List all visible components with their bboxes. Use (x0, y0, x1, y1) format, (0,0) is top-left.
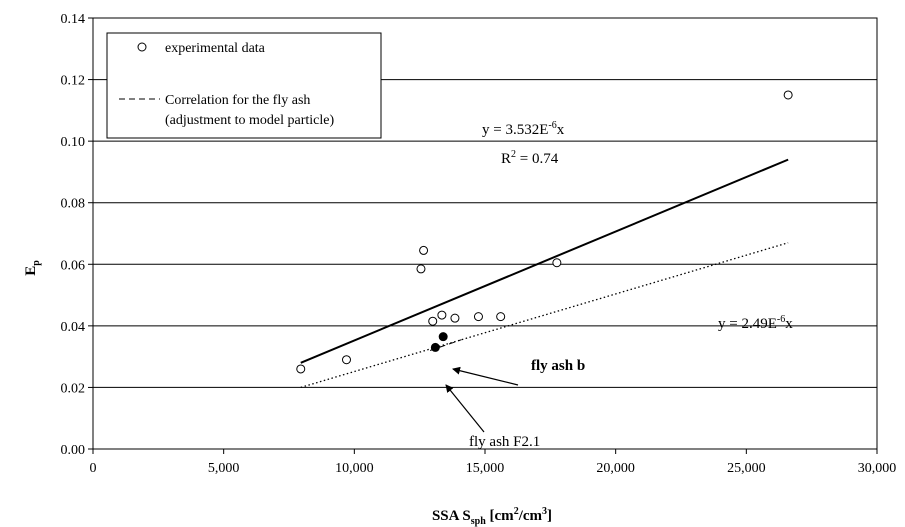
equation-dotted-fit-suffix: x (785, 316, 793, 332)
data-points (296, 90, 793, 374)
equation-dotted-fit-prefix: y = 2.49E (718, 316, 777, 332)
legend-label-correlation-line2: (adjustment to model particle) (165, 113, 334, 128)
data-point-open (450, 313, 460, 323)
y-tick-label: 0.14 (61, 12, 86, 27)
legend-label-correlation-line1: Correlation for the fly ash (165, 93, 310, 108)
trend-lines (300, 158, 789, 389)
data-point-open (473, 312, 483, 322)
legend-box (106, 32, 382, 139)
equation-solid-fit-prefix: y = 3.532E (482, 122, 548, 138)
y-axis-label: Ep (23, 260, 42, 276)
data-point-filled (430, 342, 440, 352)
data-point-open (296, 364, 306, 374)
equation-dotted-fit: y = 2.49E-6x (718, 314, 793, 332)
x-axis-label-sub: sph (471, 516, 486, 527)
x-tick-label: 30,000 (858, 461, 897, 476)
trend-line-solid (300, 158, 789, 364)
x-axis-label-main: SSA S (432, 508, 471, 524)
x-axis-label-slash: /cm (518, 508, 543, 524)
equation-solid-fit-exponent: -6 (548, 120, 556, 131)
x-axis-label-unit: [cm (486, 508, 514, 524)
r-squared-prefix: R (501, 151, 511, 167)
data-point-open (419, 245, 429, 255)
legend-label-experimental: experimental data (165, 41, 266, 56)
x-tick-label: 15,000 (466, 461, 505, 476)
r-squared-exponent: 2 (511, 149, 516, 160)
x-tick-label: 0 (90, 461, 97, 476)
label-fly-ash-b: fly ash b (531, 358, 585, 374)
label-fly-ash-f21: fly ash F2.1 (469, 434, 540, 450)
r-squared-suffix: = 0.74 (516, 151, 559, 167)
y-tick-label: 0.00 (61, 443, 86, 458)
y-tick-label: 0.08 (61, 197, 86, 212)
x-tick-label: 5,000 (208, 461, 240, 476)
equation-solid-fit: y = 3.532E-6x (482, 120, 565, 138)
trend-line-dotted (300, 242, 789, 389)
y-axis-label-sub: p (31, 260, 42, 266)
x-tick-label: 25,000 (727, 461, 766, 476)
data-point-filled (438, 332, 448, 342)
data-point-open (416, 264, 426, 274)
data-point-open (552, 258, 562, 268)
legend: experimental data Correlation for the fl… (106, 32, 382, 139)
y-axis-label-main: E (23, 266, 39, 276)
data-point-open (341, 355, 351, 365)
r-squared-label: R2 = 0.74 (501, 149, 559, 167)
x-tick-label: 20,000 (596, 461, 635, 476)
y-tick-label: 0.10 (61, 135, 86, 150)
equation-dotted-fit-exponent: -6 (777, 314, 785, 325)
arrow-fly-ash-f21 (445, 384, 485, 433)
data-point-open (437, 310, 447, 320)
x-axis-label-sup2: 3 (542, 506, 547, 517)
y-tick-label: 0.12 (61, 74, 86, 89)
y-axis-ticks: 0.00 0.02 0.04 0.06 0.08 0.10 0.12 0.14 (61, 12, 93, 458)
x-axis-label: SSA Ssph [cm2/cm3] (432, 506, 552, 527)
equation-solid-fit-suffix: x (557, 122, 565, 138)
data-point-open (428, 316, 438, 326)
y-tick-label: 0.06 (61, 258, 86, 273)
data-point-open (496, 312, 506, 322)
y-tick-label: 0.02 (61, 381, 86, 396)
y-tick-label: 0.04 (61, 320, 86, 335)
x-axis-ticks: 0 5,000 10,000 15,000 20,000 25,000 30,000 (90, 449, 897, 476)
x-axis-label-sup1: 2 (514, 506, 519, 517)
x-axis-label-close: ] (547, 508, 552, 524)
legend-marker-open-circle (137, 42, 147, 52)
x-tick-label: 10,000 (335, 461, 374, 476)
data-point-open (783, 90, 793, 100)
arrow-fly-ash-b (452, 366, 519, 386)
